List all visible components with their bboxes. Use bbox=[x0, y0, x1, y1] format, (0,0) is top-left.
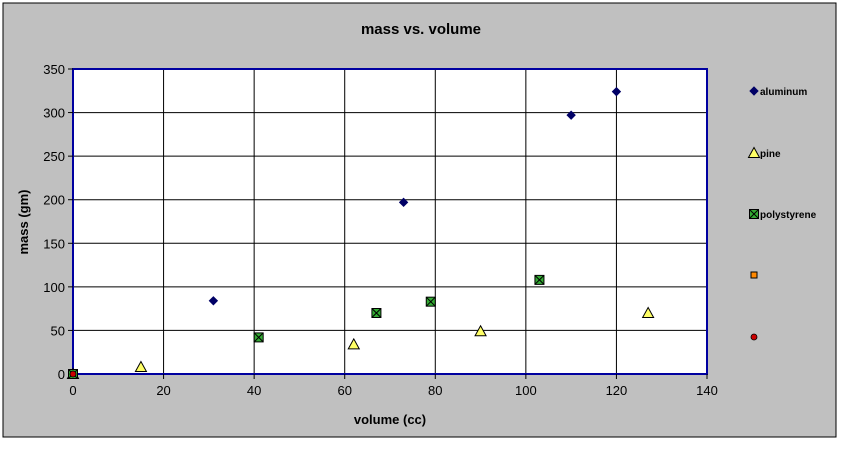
legend-label: aluminum bbox=[760, 87, 807, 98]
y-tick-label: 250 bbox=[43, 149, 65, 164]
x-tick-label: 100 bbox=[515, 383, 537, 398]
legend-item: pine bbox=[747, 146, 781, 160]
data-point bbox=[474, 324, 487, 337]
series-unnamed-5 bbox=[69, 370, 77, 378]
data-point bbox=[398, 197, 409, 208]
y-tick-label: 350 bbox=[43, 62, 65, 77]
plot-area bbox=[73, 69, 707, 374]
legend-marker bbox=[749, 86, 759, 96]
plot-border bbox=[72, 68, 708, 375]
y-tick-label: 300 bbox=[43, 106, 65, 121]
x-tick-label: 120 bbox=[606, 383, 628, 398]
x-tick-label: 0 bbox=[69, 383, 76, 398]
legend-marker bbox=[750, 333, 758, 341]
data-point bbox=[134, 360, 148, 373]
x-tick-label: 20 bbox=[156, 383, 170, 398]
data-point bbox=[534, 274, 545, 285]
legend-item: aluminum bbox=[749, 86, 807, 98]
x-axis-label: volume (cc) bbox=[354, 412, 426, 427]
legend-item bbox=[750, 271, 758, 279]
data-point bbox=[566, 110, 576, 120]
data-point bbox=[611, 86, 622, 97]
legend-item bbox=[750, 333, 758, 341]
data-point bbox=[425, 296, 436, 307]
legend-label: polystyrene bbox=[760, 210, 817, 221]
legend-item: polystyrene bbox=[749, 209, 817, 221]
axes: 0 20 40 60 80 100 120 140 0 50 100 150 200 250 300 350 bbox=[43, 62, 718, 398]
data-point bbox=[347, 337, 361, 350]
data-point bbox=[253, 332, 264, 343]
y-axis-label: mass (gm) bbox=[16, 189, 31, 254]
x-tick-label: 60 bbox=[337, 383, 351, 398]
y-tick-label: 50 bbox=[51, 323, 65, 338]
x-tick-label: 40 bbox=[247, 383, 261, 398]
legend-marker bbox=[749, 209, 759, 219]
legend-marker bbox=[747, 146, 761, 158]
legend: aluminum pine polystyrene bbox=[747, 86, 817, 341]
data-point bbox=[69, 370, 77, 378]
x-tick-label: 140 bbox=[696, 383, 718, 398]
y-tick-label: 200 bbox=[43, 193, 65, 208]
y-tick-label: 0 bbox=[58, 367, 65, 382]
data-point bbox=[641, 306, 655, 318]
data-point bbox=[208, 296, 219, 306]
data-series bbox=[66, 86, 655, 379]
legend-marker bbox=[750, 271, 758, 279]
chart-title: mass vs. volume bbox=[361, 21, 481, 38]
legend-label: pine bbox=[760, 149, 781, 160]
y-tick-label: 150 bbox=[43, 236, 65, 251]
x-tick-label: 80 bbox=[428, 383, 442, 398]
y-tick-label: 100 bbox=[43, 280, 65, 295]
data-point bbox=[371, 308, 382, 318]
